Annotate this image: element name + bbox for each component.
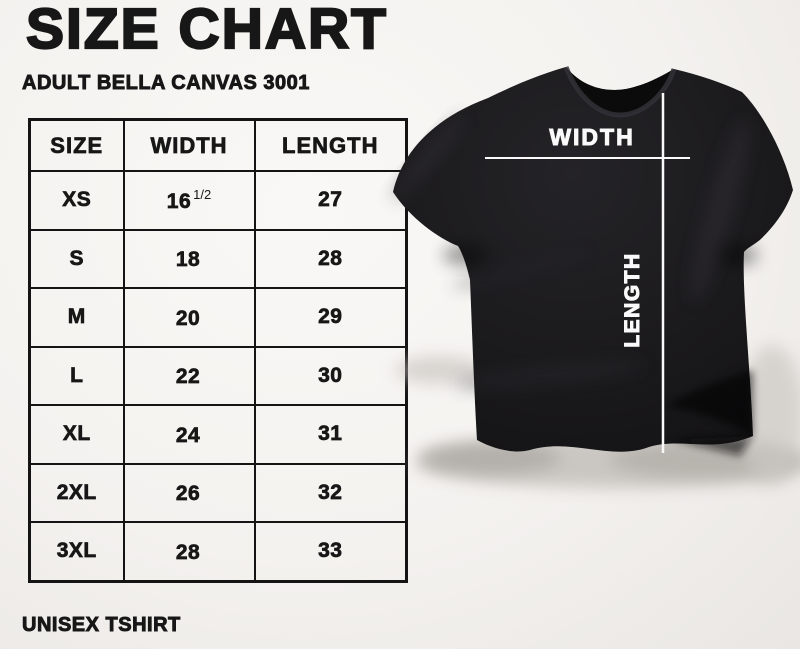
table-row: 2XL 26 32 (28, 462, 408, 523)
cell-length: 28 (253, 228, 408, 289)
table-row: M 20 29 (28, 287, 408, 348)
header-cell-width: WIDTH (122, 118, 256, 172)
cell-size: 3XL (28, 521, 125, 582)
size-table: SIZE WIDTH LENGTH XS 16 1/2 27 S 18 28 M … (28, 118, 408, 583)
collar-rib (563, 66, 677, 118)
cell-size: M (28, 287, 125, 348)
cell-length: 30 (253, 345, 408, 406)
cell-length: 32 (253, 462, 408, 523)
footer-note: UNISEX TSHIRT (22, 614, 181, 637)
cell-length: 27 (253, 170, 408, 231)
cell-width: 18 (122, 228, 256, 289)
cell-size: L (28, 345, 125, 406)
cell-size: XS (28, 170, 125, 231)
cell-width: 26 (122, 462, 256, 523)
cell-width: 28 (122, 521, 256, 582)
cell-width: 24 (122, 404, 256, 465)
page-title: SIZE CHART (25, 0, 388, 61)
cell-length: 31 (253, 404, 408, 465)
table-row: XL 24 31 (28, 404, 408, 465)
header-cell-length: LENGTH (253, 118, 408, 172)
fraction: 1/2 (193, 186, 212, 202)
table-row: 3XL 28 33 (28, 521, 408, 582)
table-row: L 22 30 (28, 345, 408, 406)
cell-length: 29 (253, 287, 408, 348)
cell-size: S (28, 228, 125, 289)
table-row: XS 16 1/2 27 (28, 170, 408, 231)
cell-length: 33 (253, 521, 408, 582)
cell-width: 16 1/2 (122, 170, 256, 231)
cell-width: 20 (122, 287, 256, 348)
cell-size: XL (28, 404, 125, 465)
cell-width: 22 (122, 345, 256, 406)
fabric-folds (392, 115, 758, 456)
length-label: LENGTH (621, 252, 645, 348)
header-cell-size: SIZE (28, 118, 125, 172)
table-row: S 18 28 (28, 228, 408, 289)
tshirt-photo (370, 40, 800, 520)
table-header-row: SIZE WIDTH LENGTH (28, 118, 408, 172)
cell-size: 2XL (28, 462, 125, 523)
page-subtitle: ADULT BELLA CANVAS 3001 (22, 72, 310, 95)
shirt-body (393, 67, 793, 452)
width-label: WIDTH (549, 124, 635, 151)
tshirt-illustration (392, 66, 800, 488)
